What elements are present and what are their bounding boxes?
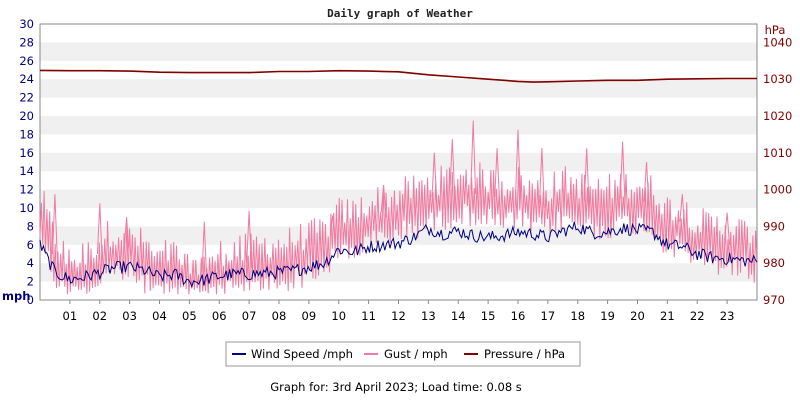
pressure-line (39, 69, 757, 83)
wind-speed-line (39, 221, 758, 289)
grid-bands (40, 42, 757, 282)
gust-peak (539, 148, 545, 209)
gust-peak (643, 161, 650, 207)
grid-band (40, 42, 757, 61)
left-tick-label: 28 (19, 35, 34, 49)
gust-peak (724, 212, 730, 245)
left-tick-label: 26 (19, 54, 34, 68)
gust-peak (431, 152, 438, 202)
right-tick-label: 1030 (763, 72, 792, 86)
left-tick-label: 2 (27, 275, 34, 289)
left-tick-label: 18 (19, 127, 34, 141)
x-tick-label: 15 (481, 309, 496, 323)
x-tick-label: 22 (690, 309, 705, 323)
gust-peak (123, 217, 130, 254)
gust-peak (619, 141, 626, 204)
gust-peak (96, 203, 103, 259)
x-tick-label: 09 (302, 309, 317, 323)
x-tick-label: 18 (570, 309, 585, 323)
left-tick-label: 20 (19, 109, 34, 123)
left-tick-label: 0 (27, 293, 34, 307)
right-tick-label: 1000 (763, 183, 792, 197)
x-tick-label: 13 (421, 309, 436, 323)
grid-band (40, 226, 757, 245)
x-tick-label: 03 (122, 309, 137, 323)
right-tick-label: 1010 (763, 146, 792, 160)
gust-peak (52, 194, 58, 259)
x-tick-label: 11 (361, 309, 376, 323)
x-tick-label: 21 (660, 309, 675, 323)
left-tick-label: 16 (19, 146, 34, 160)
x-tick-label: 06 (212, 309, 227, 323)
x-tick-label: 04 (152, 309, 167, 323)
left-tick-label: 10 (19, 201, 34, 215)
right-axis-ticks: 970 980 990 1000 1010 1020 1030 1040 (763, 35, 792, 307)
grid-band (40, 116, 757, 135)
gust-peak (515, 129, 521, 199)
gust-peak (494, 148, 500, 202)
x-tick-label: 12 (391, 309, 406, 323)
series-gust (39, 120, 758, 295)
x-tick-label: 14 (451, 309, 466, 323)
gust-peak (380, 184, 387, 218)
x-tick-label: 16 (511, 309, 526, 323)
series-pressure (39, 69, 757, 83)
grid-band (40, 79, 757, 98)
right-axis-unit: hPa (765, 23, 786, 37)
x-tick-label: 01 (63, 309, 78, 323)
gust-line (39, 162, 758, 295)
right-tick-label: 1040 (763, 35, 792, 49)
right-tick-label: 970 (763, 293, 785, 307)
x-tick-label: 10 (331, 309, 346, 323)
left-tick-label: 12 (19, 183, 34, 197)
left-tick-label: 22 (19, 91, 34, 105)
x-tick-label: 05 (182, 309, 197, 323)
right-tick-label: 980 (763, 256, 785, 270)
x-axis-ticks: 01 02 03 04 05 06 07 08 09 10 11 12 13 14 15 16 17 18 19 20… (63, 300, 735, 323)
left-tick-label: 30 (19, 17, 34, 31)
legend-frame (225, 341, 581, 367)
x-tick-label: 17 (541, 309, 556, 323)
legend-gust-label: Gust / mph (384, 347, 448, 361)
gust-peak (246, 210, 252, 268)
gust-peak (679, 194, 686, 227)
right-tick-label: 1020 (763, 109, 792, 123)
left-tick-label: 4 (27, 256, 34, 270)
series-wind-speed (39, 221, 758, 289)
left-tick-label: 8 (27, 219, 34, 233)
legend: Wind Speed /mph Gust / mph Pressure / hP… (225, 341, 581, 367)
x-tick-label: 02 (92, 309, 107, 323)
grid-band (40, 189, 757, 208)
x-tick-label: 07 (242, 309, 257, 323)
x-tick-label: 19 (600, 309, 615, 323)
left-tick-label: 6 (27, 238, 34, 252)
left-axis-unit: mph (2, 289, 30, 303)
footer-text: Graph for: 3rd April 2023; Load time: 0.… (270, 380, 522, 394)
x-tick-label: 20 (630, 309, 645, 323)
gust-peak (470, 120, 477, 195)
x-tick-label: 08 (272, 309, 287, 323)
gust-peak (583, 148, 590, 207)
right-tick-label: 990 (763, 219, 785, 233)
x-tick-label: 23 (720, 309, 735, 323)
chart-title: Daily graph of Weather (327, 7, 473, 20)
gust-peak (329, 215, 336, 239)
legend-wind-label: Wind Speed /mph (251, 347, 353, 361)
gust-peak (201, 221, 208, 282)
legend-pressure-label: Pressure / hPa (484, 347, 565, 361)
gust-peak (449, 138, 456, 197)
grid-band (40, 152, 757, 172)
left-tick-label: 14 (19, 164, 34, 178)
left-tick-label: 24 (19, 72, 34, 86)
